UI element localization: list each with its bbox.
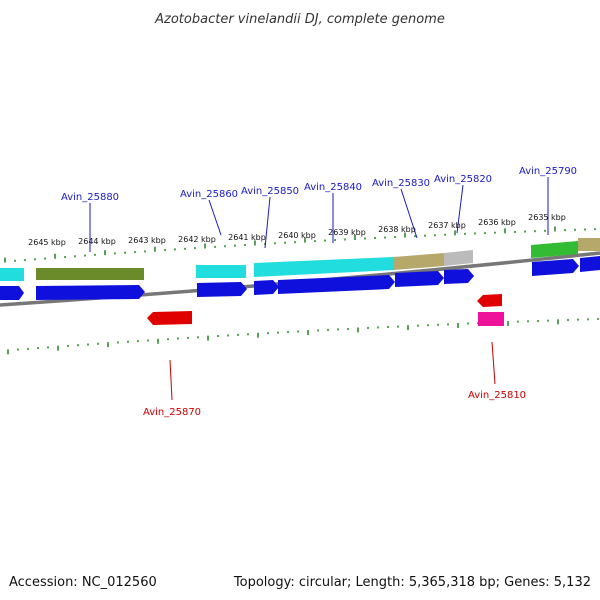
gene-forward[interactable] [36, 285, 145, 300]
gene-forward[interactable] [197, 282, 247, 297]
genome-summary-text: Topology: circular; Length: 5,365,318 bp… [233, 575, 591, 590]
gene-reverse-pink[interactable] [478, 312, 504, 326]
scale-label: 2635 kbp [528, 213, 566, 222]
feature-cyan[interactable] [196, 265, 246, 278]
reverse-genes [147, 294, 504, 326]
label-leaders [89, 177, 549, 401]
gene-label-top[interactable]: Avin_25840 [304, 182, 362, 193]
forward-genes [0, 256, 600, 300]
gene-forward[interactable] [254, 280, 279, 295]
bottom-ticks [7, 318, 599, 355]
gene-label-top[interactable]: Avin_25790 [519, 166, 577, 177]
scale-label: 2637 kbp [428, 221, 466, 230]
gene-label-bottom[interactable]: Avin_25870 [143, 407, 201, 418]
scale-label: 2645 kbp [28, 238, 66, 247]
accession-text: Accession: NC_012560 [9, 575, 157, 590]
scale-label: 2639 kbp [328, 228, 366, 237]
scale-label: 2642 kbp [178, 235, 216, 244]
map-title: Azotobacter vinelandii DJ, complete geno… [154, 12, 445, 27]
feature-cyan[interactable] [0, 268, 24, 281]
scale-label: 2644 kbp [78, 237, 116, 246]
gene-label-bottom[interactable]: Avin_25810 [468, 390, 526, 401]
feature-green[interactable] [531, 241, 578, 258]
feature-blocks [0, 238, 600, 281]
gene-forward[interactable] [278, 275, 395, 294]
gene-label-top[interactable]: Avin_25820 [434, 174, 492, 185]
scale-label: 2641 kbp [228, 233, 266, 242]
feature-gray[interactable] [444, 250, 473, 266]
scale-labels: 2645 kbp 2644 kbp 2643 kbp 2642 kbp 2641… [28, 213, 566, 247]
gene-forward[interactable] [395, 271, 444, 287]
feature-cyan[interactable] [254, 257, 394, 277]
gene-forward[interactable] [580, 256, 600, 272]
scale-label: 2640 kbp [278, 231, 316, 240]
feature-khaki[interactable] [578, 238, 600, 251]
feature-olive[interactable] [36, 268, 144, 280]
gene-label-top[interactable]: Avin_25830 [372, 178, 430, 189]
gene-label-top[interactable]: Avin_25850 [241, 186, 299, 197]
scale-label: 2636 kbp [478, 218, 516, 227]
gene-labels: Avin_25880 Avin_25860 Avin_25850 Avin_25… [61, 166, 577, 418]
gene-reverse[interactable] [147, 311, 192, 325]
scale-ticks [4, 226, 596, 263]
scale-label: 2638 kbp [378, 225, 416, 234]
gene-reverse[interactable] [477, 294, 502, 307]
feature-khaki[interactable] [394, 253, 444, 270]
gene-forward[interactable] [532, 259, 579, 276]
gene-forward[interactable] [0, 286, 24, 300]
gene-label-top[interactable]: Avin_25880 [61, 192, 119, 203]
gene-forward[interactable] [444, 269, 474, 284]
scale-label: 2643 kbp [128, 236, 166, 245]
gene-label-top[interactable]: Avin_25860 [180, 189, 238, 200]
